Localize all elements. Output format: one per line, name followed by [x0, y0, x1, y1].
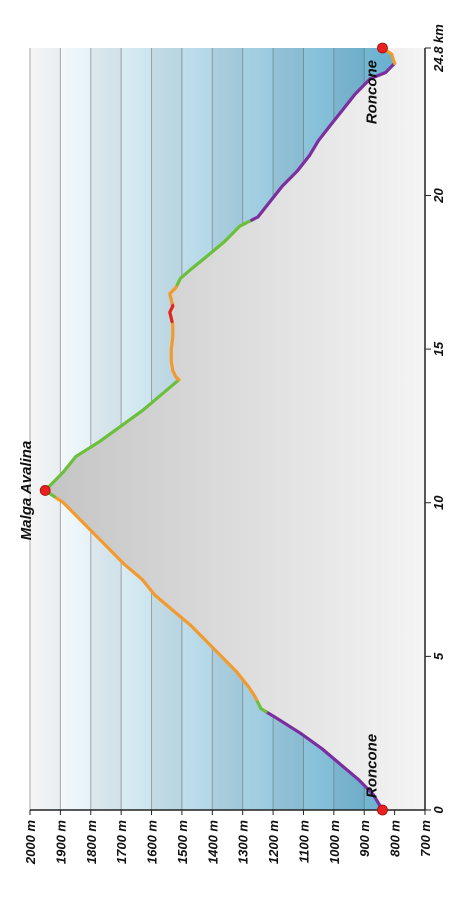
elevation-tick-label: 1200 m [266, 820, 281, 865]
distance-tick-label: 15 [431, 341, 446, 356]
elevation-tick-label: 1100 m [296, 820, 311, 864]
elevation-tick-label: 900 m [357, 820, 372, 857]
waypoint-marker [39, 485, 51, 496]
elevation-tick-label: 1600 m [145, 820, 160, 865]
waypoint-label: Malga Avalina [18, 441, 35, 540]
profile-segment-green [254, 697, 268, 714]
elevation-tick-label: 1700 m [114, 820, 129, 865]
elevation-tick-label: 1000 m [327, 820, 342, 865]
waypoint-marker [377, 804, 388, 816]
elevation-tick-label: 2000 m [23, 820, 38, 866]
elevation-tick-label: 1900 m [53, 820, 68, 865]
elevation-tick-label: 800 m [388, 820, 403, 857]
profile-segment-orange [168, 283, 179, 305]
profile-fill [45, 48, 425, 810]
profile-segment-orange [52, 495, 258, 701]
waypoints: Roncone Malga Avalina Roncone [18, 42, 388, 816]
profile-segment-red [168, 301, 175, 324]
distance-tick-label: 5 [431, 652, 446, 660]
elevation-band [30, 48, 61, 810]
profile-segment-green [175, 218, 254, 287]
profile-segment-purple [264, 710, 385, 812]
elevation-tick-label: 700 m [418, 820, 433, 857]
waypoint-label: Roncone [363, 60, 380, 124]
profile-segment-purple [250, 61, 397, 222]
axes [30, 48, 426, 811]
profile-segment-orange [169, 319, 181, 382]
waypoint-label: Roncone [363, 734, 380, 798]
distance-tick-label: 20 [431, 187, 446, 203]
waypoint-marker [377, 42, 388, 54]
tick-labels: 2000 m 1900 m 1800 m 1700 m 1600 m 1500 m 1400… [23, 24, 446, 865]
elevation-tick-label: 1800 m [84, 820, 99, 865]
profile-segment-green [43, 378, 181, 499]
profile-area [45, 48, 425, 810]
profile-line [43, 46, 397, 812]
elevation-tick-label: 1300 m [236, 820, 251, 865]
distance-tick-label: 24.8 km [431, 24, 446, 73]
distance-tick-label: 0 [431, 806, 446, 814]
distance-tick-label: 10 [431, 495, 446, 510]
elevation-tick-label: 1500 m [175, 820, 190, 865]
elevation-tick-label: 1400 m [205, 820, 220, 865]
